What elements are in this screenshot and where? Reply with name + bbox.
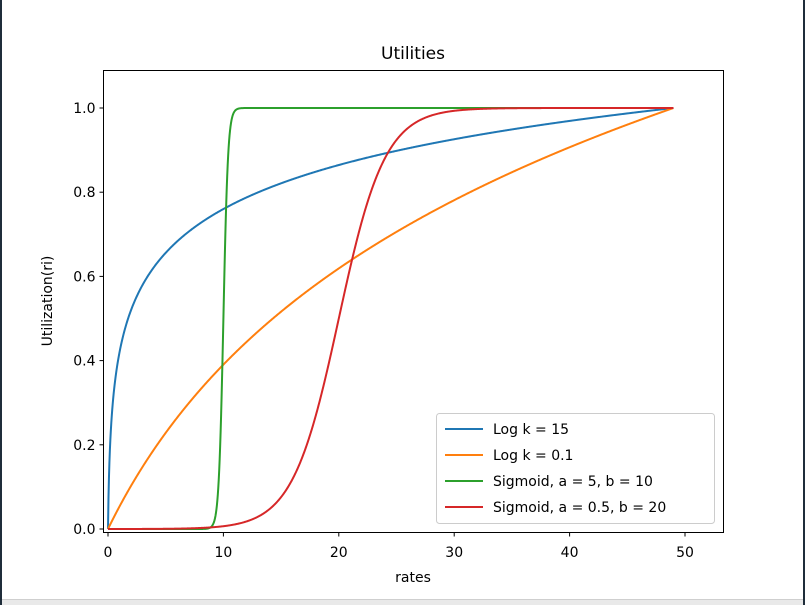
y-tick-label: 0.4 <box>73 354 95 370</box>
legend-label-2: Log k = 0.1 <box>493 448 573 464</box>
x-tick-label: 20 <box>330 545 348 561</box>
y-axis-ticks: 0.0 0.2 0.4 0.6 0.8 1.0 <box>73 101 104 538</box>
plot-area <box>103 70 724 533</box>
x-axis-label: rates <box>395 570 431 586</box>
series-lines <box>107 107 674 530</box>
toolbar-strip <box>2 599 803 605</box>
x-tick-label: 50 <box>676 545 694 561</box>
legend-label-3: Sigmoid, a = 5, b = 10 <box>493 474 653 490</box>
y-tick-label: 0.6 <box>73 269 95 285</box>
y-tick-label: 0.2 <box>73 438 95 454</box>
x-axis-ticks: 0 10 20 30 40 50 <box>104 532 694 561</box>
legend: Log k = 15 Log k = 0.1 Sigmoid, a = 5, b =… <box>436 413 715 524</box>
y-tick-label: 0.0 <box>73 522 95 538</box>
y-tick-label: 0.8 <box>73 185 95 201</box>
x-tick-label: 10 <box>214 545 232 561</box>
legend-box <box>436 413 715 524</box>
series-line-1 <box>107 107 674 530</box>
x-tick-label: 0 <box>104 545 113 561</box>
y-tick-label: 1.0 <box>73 101 95 117</box>
legend-label-1: Log k = 15 <box>493 422 569 438</box>
x-tick-label: 30 <box>445 545 463 561</box>
x-tick-label: 40 <box>561 545 579 561</box>
series-line-2 <box>107 107 674 530</box>
chart-title: Utilities <box>381 44 445 64</box>
y-axis-label: Utilization(ri) <box>40 256 56 347</box>
series-line-4 <box>108 107 674 530</box>
legend-label-4: Sigmoid, a = 0.5, b = 20 <box>493 500 666 516</box>
